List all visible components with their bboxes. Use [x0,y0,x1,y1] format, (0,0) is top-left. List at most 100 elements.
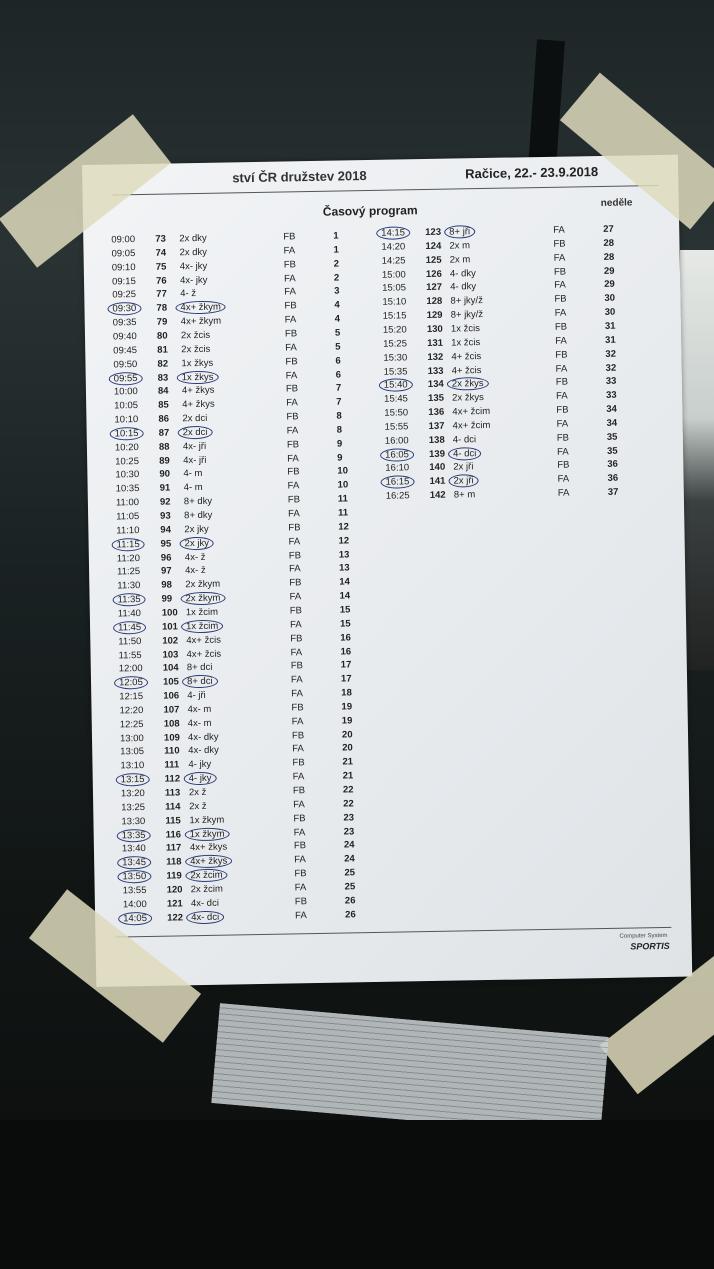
race-number: 114 [165,801,181,813]
start-time: 13:40 [121,843,146,855]
race-number: 97 [161,565,172,578]
race-number: 77 [156,288,167,301]
race-number: 132 [427,351,444,363]
event-category: 1x žcis [451,336,481,349]
race-number: 105 [162,676,179,688]
race-number: 83 [157,372,169,384]
course-lane: FB [283,231,296,243]
course-lane: FB [292,757,305,769]
event-category: 4x+ žkym [175,300,227,315]
course-lane: FB [556,404,569,416]
event-category: 1x žcim [180,619,224,634]
course-lane: FB [289,577,302,589]
event-category: 2x jky [179,536,215,551]
event-category: 4- m [183,482,203,494]
race-number: 81 [157,344,168,356]
race-order: 22 [342,784,354,796]
course-lane: FB [290,660,304,672]
race-order: 24 [344,853,355,865]
start-time: 15:20 [382,324,407,336]
course-lane: FB [284,328,298,340]
start-time: 09:50 [113,358,138,371]
header-divider [112,184,659,196]
event-category: 4x- m [187,703,212,716]
race-order: 22 [343,798,354,810]
start-time: 14:00 [122,898,147,911]
course-lane: FB [557,459,570,472]
start-time: 16:25 [385,490,410,502]
course-lane: FA [287,480,300,492]
race-number: 84 [157,385,169,398]
race-order: 32 [605,348,617,360]
course-lane: FB [286,411,299,423]
start-time: 13:50 [117,869,152,884]
race-number: 98 [161,579,173,591]
start-time: 13:10 [120,760,145,772]
race-number: 117 [165,842,182,855]
race-order: 12 [338,535,350,547]
course-lane: FA [557,473,570,486]
race-order: 7 [335,382,342,394]
event-category: 4x+ žcim [452,405,491,418]
start-time: 10:25 [115,455,140,468]
event-category: 2x dky [179,232,207,245]
event-category: 4x+ žkys [189,841,228,854]
race-order: 6 [335,369,342,381]
course-lane: FA [293,799,305,811]
course-lane: FB [555,376,569,389]
race-order: 2 [333,258,340,270]
race-number: 130 [426,323,443,335]
race-number: 138 [428,434,445,446]
course-lane: FB [555,349,568,361]
race-number: 110 [164,745,180,758]
race-number: 73 [155,233,166,245]
event-category: 2x žkym [185,578,221,591]
course-lane: FA [556,390,568,402]
start-time: 16:15 [380,475,415,490]
race-number: 100 [161,607,178,619]
course-lane: FA [293,826,306,838]
event-category: 4- dky [450,281,477,293]
event-category: 4x- dci [186,910,225,924]
start-time: 14:15 [376,226,411,240]
event-category: 2x žkys [452,392,484,404]
start-time: 15:30 [383,351,408,364]
race-order: 30 [604,292,616,305]
race-number: 78 [156,302,168,314]
race-number: 90 [159,468,171,481]
start-time: 12:05 [113,676,148,690]
course-lane: FA [283,245,296,257]
course-lane: FA [290,646,303,658]
race-order: 36 [607,459,618,471]
course-lane: FA [292,743,304,755]
race-number: 88 [158,441,170,453]
event-category: 2x ž [188,786,207,799]
race-order: 3 [334,285,340,298]
course-lane: FB [283,258,297,271]
race-number: 82 [157,358,169,370]
race-order: 18 [341,687,352,699]
race-number: 124 [425,240,442,252]
event-category: 4x+ žcis [186,634,221,646]
race-order: 28 [603,251,615,263]
event-category: 4+ žkys [182,398,215,411]
start-time: 15:50 [384,407,409,419]
course-lane: FA [557,487,570,499]
event-category: 2x žcis [181,343,211,356]
race-number: 139 [429,448,446,460]
event-category: 2x dci [182,412,208,425]
race-order: 6 [335,355,341,367]
course-lane: FA [556,446,569,458]
race-number: 102 [162,635,179,647]
course-lane: FA [285,369,298,381]
start-time: 09:25 [112,289,137,301]
race-number: 126 [425,268,442,280]
race-order: 31 [605,334,616,346]
dashboard [0,1120,714,1269]
race-order: 12 [338,521,350,533]
course-lane: FB [293,812,306,825]
event-category: 4x- m [187,717,212,729]
page-title: Časový program [322,203,418,219]
race-order: 1 [333,244,339,256]
start-time: 15:10 [382,296,407,309]
